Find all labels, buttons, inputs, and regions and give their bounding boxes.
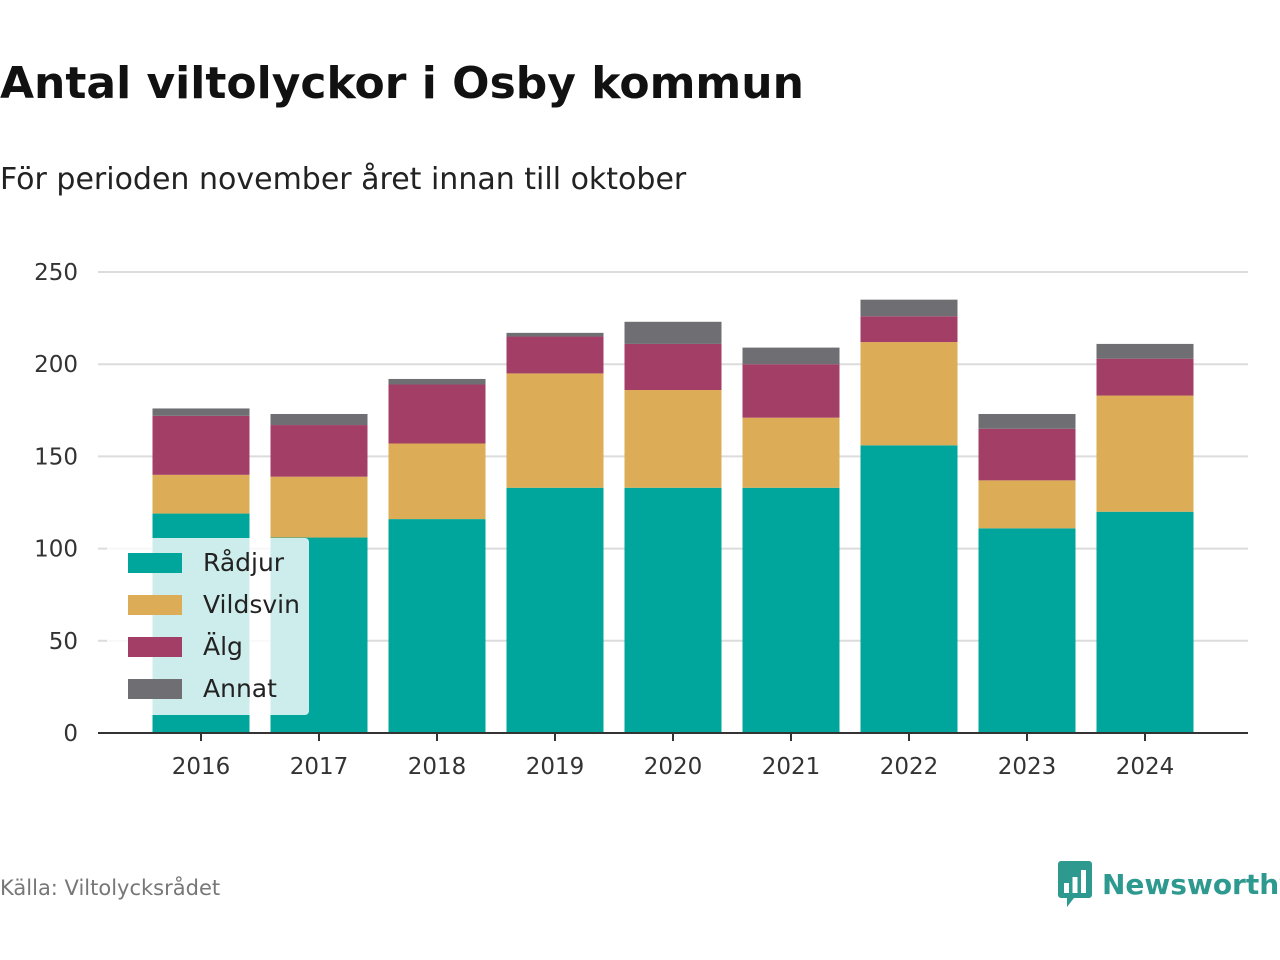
stacked-bar-chart: 0 50 100 150 200 250 2016 2017 2018 2019 2020 2021… (34, 260, 1248, 780)
bar-segment (860, 445, 958, 733)
bar-segment (742, 364, 840, 418)
x-tick-label: 2024 (1116, 754, 1175, 780)
bar-segment (742, 347, 840, 365)
x-tick-label: 2016 (172, 754, 231, 780)
bar-segment (1096, 511, 1194, 733)
bar-segment (388, 384, 486, 444)
y-tick-label: 50 (49, 629, 78, 655)
source-note: Källa: Viltolycksrådet (0, 876, 221, 900)
bar-segment (388, 443, 486, 520)
bar-segment (506, 373, 604, 488)
y-tick-label: 250 (34, 260, 78, 286)
legend-swatch (128, 679, 182, 699)
x-axis-ticks: 2016 2017 2018 2019 2020 2021 2022 2023 2024 (172, 733, 1175, 780)
brand[interactable]: Newsworthy (1058, 861, 1280, 907)
bar-segment (1096, 395, 1194, 512)
bar-segment (506, 487, 604, 733)
chart-subtitle: För perioden november året innan till ok… (0, 162, 687, 197)
bar-segment (742, 487, 840, 733)
y-tick-label: 150 (34, 444, 78, 470)
bar-segment (506, 336, 604, 374)
legend-label: Älg (203, 632, 243, 661)
x-tick-label: 2019 (526, 754, 585, 780)
bar-segment (624, 343, 722, 391)
x-tick-label: 2020 (644, 754, 703, 780)
x-tick-label: 2018 (408, 754, 467, 780)
bar-segment (506, 332, 604, 337)
legend-box (107, 538, 309, 715)
legend-swatch (128, 553, 182, 573)
bar-segment (1096, 343, 1194, 359)
bar-segment (270, 476, 368, 538)
y-tick-label: 100 (34, 537, 78, 563)
bar-segment (624, 487, 722, 733)
y-axis-ticks: 0 50 100 150 200 250 (34, 260, 78, 747)
bar-segment (388, 378, 486, 385)
bar-segment (978, 528, 1076, 733)
bar-segment (270, 425, 368, 477)
bar-segment (624, 390, 722, 488)
legend-label: Rådjur (203, 548, 285, 577)
bar-segment (1096, 358, 1194, 396)
bar-segment (860, 299, 958, 317)
chart-title: Antal viltolyckor i Osby kommun (0, 58, 804, 109)
bar-segment (860, 316, 958, 343)
legend: Rådjur Vildsvin Älg Annat (107, 538, 309, 715)
bar-segment (978, 413, 1076, 429)
legend-swatch (128, 595, 182, 615)
bar-segment (978, 428, 1076, 481)
newsworthy-logo-icon (1058, 861, 1092, 907)
x-tick-label: 2021 (762, 754, 821, 780)
legend-swatch (128, 637, 182, 657)
bar-segment (860, 342, 958, 446)
bar-segment (978, 480, 1076, 529)
bar-segment (152, 415, 250, 475)
brand-name: Newsworthy (1102, 867, 1280, 901)
x-tick-label: 2023 (998, 754, 1057, 780)
bar-segment (152, 408, 250, 416)
bar-segment (742, 417, 840, 488)
y-tick-label: 200 (34, 352, 78, 378)
x-tick-label: 2017 (290, 754, 349, 780)
bar-segment (152, 474, 250, 514)
bar-segment (624, 321, 722, 344)
legend-label: Annat (203, 674, 277, 703)
y-tick-label: 0 (63, 721, 78, 747)
legend-label: Vildsvin (203, 590, 300, 619)
bar-segment (388, 519, 486, 733)
bar-segment (270, 413, 368, 426)
x-tick-label: 2022 (880, 754, 939, 780)
